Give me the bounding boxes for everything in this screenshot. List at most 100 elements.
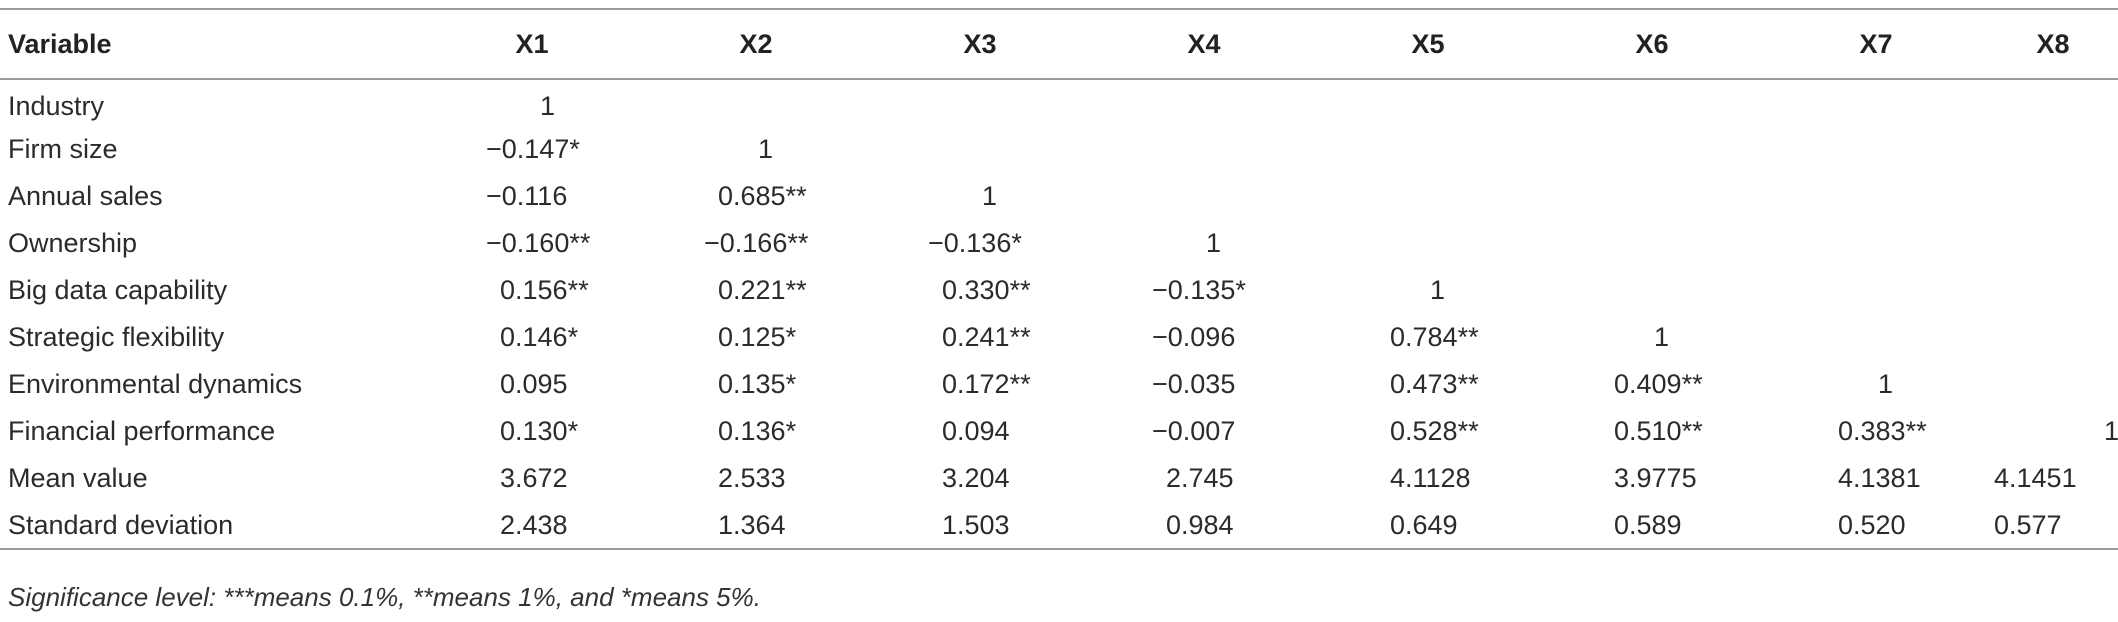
cell-x5: 0.784** bbox=[1390, 322, 1479, 352]
cell-x7 bbox=[1764, 173, 1988, 220]
row-variable-label: Big data capability bbox=[8, 275, 228, 305]
table-row: Mean value 3.672 2.533 3.204 2.745 4.1128 3.97… bbox=[0, 455, 2118, 502]
header-x6: X6 bbox=[1540, 8, 1764, 80]
table-footnote: Significance level: ***means 0.1%, **mea… bbox=[8, 582, 761, 612]
table-row: Ownership −0.160** −0.166** −0.136* 1 bbox=[0, 220, 2118, 267]
table-row: Strategic flexibility 0.146* 0.125* 0.241**… bbox=[0, 314, 2118, 361]
cell-x3: 1 bbox=[982, 181, 998, 211]
header-x7: X7 bbox=[1764, 8, 1988, 80]
cell-x2: 0.685** bbox=[718, 181, 807, 211]
cell-x5: 0.473** bbox=[1390, 369, 1479, 399]
cell-x2: −0.166** bbox=[704, 228, 809, 258]
cell-x1: −0.160** bbox=[486, 228, 591, 258]
cell-x1: −0.116 bbox=[486, 181, 568, 211]
table-header: Variable X1 X2 X3 X4 X5 X6 X7 X8 bbox=[0, 8, 2118, 80]
cell-x6 bbox=[1540, 79, 1764, 126]
table-row: Industry 1 bbox=[0, 79, 2118, 126]
cell-x4: 1 bbox=[1206, 228, 1222, 258]
table-row: Annual sales −0.116 0.685** 1 bbox=[0, 173, 2118, 220]
cell-x8 bbox=[1988, 267, 2118, 314]
cell-x3: 0.094 bbox=[942, 416, 1010, 446]
cell-x1: 0.146* bbox=[500, 322, 579, 352]
table-row: Big data capability 0.156** 0.221** 0.330**… bbox=[0, 267, 2118, 314]
cell-x8 bbox=[1988, 314, 2118, 361]
cell-x7: 0.520 bbox=[1764, 502, 1988, 550]
row-variable-label: Mean value bbox=[8, 463, 148, 493]
cell-x8 bbox=[1988, 173, 2118, 220]
cell-x3: 1.503 bbox=[868, 502, 1092, 550]
cell-x4 bbox=[1092, 173, 1316, 220]
row-variable-label: Financial performance bbox=[8, 416, 276, 446]
cell-x4: 0.984 bbox=[1092, 502, 1316, 550]
cell-x2: 0.136* bbox=[718, 416, 797, 446]
cell-x2: 0.221** bbox=[718, 275, 807, 305]
header-row: Variable X1 X2 X3 X4 X5 X6 X7 X8 bbox=[0, 8, 2118, 80]
cell-x8 bbox=[1988, 79, 2118, 126]
cell-x1: 3.672 bbox=[500, 463, 568, 493]
row-variable-label: Standard deviation bbox=[0, 502, 420, 550]
cell-x1: −0.147* bbox=[486, 134, 580, 164]
row-variable-label: Annual sales bbox=[8, 181, 163, 211]
cell-x3: 0.330** bbox=[942, 275, 1031, 305]
cell-x7: 1 bbox=[1878, 369, 1894, 399]
cell-x6 bbox=[1540, 220, 1764, 267]
header-x1: X1 bbox=[420, 8, 644, 80]
cell-x3: −0.136* bbox=[928, 228, 1022, 258]
header-x5: X5 bbox=[1316, 8, 1540, 80]
cell-x5 bbox=[1316, 126, 1540, 173]
cell-x5 bbox=[1316, 173, 1540, 220]
cell-x7: 0.383** bbox=[1838, 416, 1927, 446]
cell-x2: 1.364 bbox=[644, 502, 868, 550]
cell-x1: 2.438 bbox=[420, 502, 644, 550]
cell-x5: 4.1128 bbox=[1390, 463, 1471, 493]
table-row: Firm size −0.147* 1 bbox=[0, 126, 2118, 173]
cell-x5 bbox=[1316, 79, 1540, 126]
cell-x7 bbox=[1764, 126, 1988, 173]
cell-x5: 0.528** bbox=[1390, 416, 1479, 446]
cell-x4: 2.745 bbox=[1166, 463, 1234, 493]
table-body: Industry 1 Firm size −0.147* 1 Annual sales −0… bbox=[0, 79, 2118, 550]
row-variable-label: Environmental dynamics bbox=[8, 369, 303, 399]
cell-x5: 0.649 bbox=[1316, 502, 1540, 550]
cell-x8: 0.577 bbox=[1988, 502, 2118, 550]
cell-x4: −0.007 bbox=[1152, 416, 1236, 446]
header-x8: X8 bbox=[1988, 8, 2118, 80]
cell-x6: 3.9775 bbox=[1614, 463, 1697, 493]
cell-x4: −0.135* bbox=[1152, 275, 1246, 305]
cell-x6: 0.409** bbox=[1614, 369, 1703, 399]
cell-x6 bbox=[1540, 126, 1764, 173]
row-variable-label: Ownership bbox=[8, 228, 138, 258]
cell-x4 bbox=[1092, 126, 1316, 173]
table-row: Standard deviation 2.438 1.364 1.503 0.984 0.… bbox=[0, 502, 2118, 550]
cell-x7 bbox=[1764, 79, 1988, 126]
cell-x1: 0.130* bbox=[500, 416, 579, 446]
cell-x8 bbox=[1988, 220, 2118, 267]
header-variable: Variable bbox=[0, 8, 420, 80]
cell-x7: 4.1381 bbox=[1838, 463, 1921, 493]
cell-x8 bbox=[1988, 361, 2118, 408]
cell-x8: 1 bbox=[2104, 416, 2118, 446]
row-variable-label: Strategic flexibility bbox=[8, 322, 225, 352]
cell-x3 bbox=[868, 79, 1092, 126]
cell-x7 bbox=[1764, 314, 1988, 361]
cell-x7 bbox=[1764, 267, 1988, 314]
cell-x7 bbox=[1764, 220, 1988, 267]
cell-x6: 0.589 bbox=[1540, 502, 1764, 550]
correlation-table: Variable X1 X2 X3 X4 X5 X6 X7 X8 Industry 1 Firm s… bbox=[0, 8, 2118, 550]
row-variable-label: Firm size bbox=[8, 134, 118, 164]
cell-x1: 0.095 bbox=[500, 369, 568, 399]
header-x2: X2 bbox=[644, 8, 868, 80]
cell-x4: −0.096 bbox=[1152, 322, 1236, 352]
cell-x8: 4.1451 bbox=[1994, 463, 2077, 493]
header-x3: X3 bbox=[868, 8, 1092, 80]
cell-x2: 2.533 bbox=[718, 463, 786, 493]
cell-x6 bbox=[1540, 267, 1764, 314]
table-row: Financial performance 0.130* 0.136* 0.094 −0… bbox=[0, 408, 2118, 455]
cell-x2: 1 bbox=[758, 134, 774, 164]
cell-x8 bbox=[1988, 126, 2118, 173]
cell-x2: 0.125* bbox=[718, 322, 797, 352]
cell-x6: 1 bbox=[1654, 322, 1670, 352]
cell-x4: −0.035 bbox=[1152, 369, 1236, 399]
cell-x2: 0.135* bbox=[718, 369, 797, 399]
